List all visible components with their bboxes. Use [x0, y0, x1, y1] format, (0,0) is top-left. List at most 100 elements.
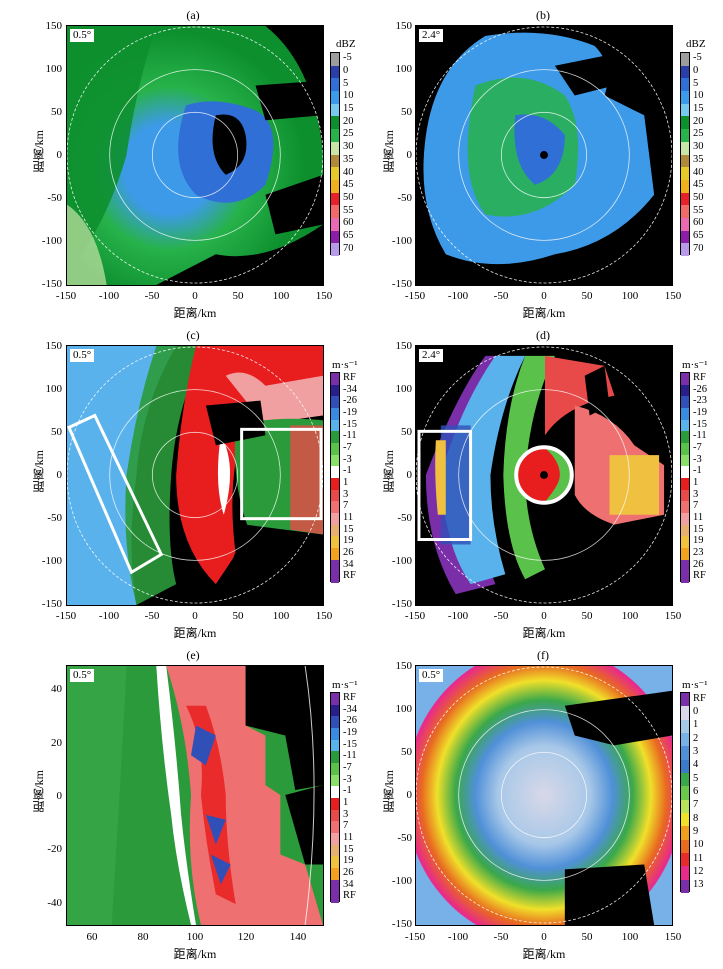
colorbar-label: 65 [343, 229, 354, 241]
ytick: 50 [51, 426, 62, 438]
panel-c-title: (c) [186, 328, 200, 342]
xtick: -50 [493, 610, 509, 622]
ytick: 50 [401, 746, 412, 758]
colorbar-label: -15 [343, 738, 357, 750]
colorbar-label: 25 [343, 128, 354, 140]
xtick: -100 [98, 290, 120, 302]
colorbar-label: -15 [343, 418, 357, 430]
colorbar-label: 26 [343, 866, 354, 878]
colorbar-label: 0 [693, 65, 699, 77]
colorbar-swatch [681, 879, 689, 893]
colorbar-label: -5 [343, 52, 352, 64]
colorbar-label: 8 [693, 812, 699, 824]
xtick: 150 [664, 931, 682, 943]
colorbar-swatch [331, 762, 339, 775]
colorbar-label: 34 [343, 878, 354, 890]
colorbar-swatch [331, 891, 339, 903]
xtick: 150 [315, 290, 333, 302]
colorbar-label: -19 [343, 726, 357, 738]
colorbar-label: 1 [693, 476, 699, 488]
colorbar-label: RF [693, 570, 706, 582]
colorbar-label: -11 [343, 750, 357, 762]
colorbar-label: 26 [343, 546, 354, 558]
panel-b-title: (b) [536, 8, 550, 22]
xtick: -150 [404, 610, 426, 622]
panel-d-velocity-ppi: 2.4° [415, 345, 673, 606]
panel-a-title: (a) [186, 8, 200, 22]
panel-b-svg [416, 26, 672, 285]
colorbar-label: -15 [693, 418, 707, 430]
colorbar-label: -26 [343, 715, 357, 727]
colorbar-label: -34 [343, 383, 357, 395]
colorbar-swatch [681, 759, 689, 773]
ytick: 40 [51, 683, 62, 695]
colorbar-swatch [331, 179, 339, 193]
colorbar-swatch [681, 167, 689, 180]
ytick: 50 [401, 106, 412, 118]
xtick: 150 [664, 290, 682, 302]
xtick: 100 [272, 290, 290, 302]
xtick: -150 [404, 931, 426, 943]
ytick: -100 [41, 235, 62, 247]
colorbar-swatch [681, 431, 689, 443]
colorbar-label: -19 [693, 406, 707, 418]
panel-e-colorbar [330, 692, 340, 903]
colorbar-label: 15 [343, 843, 354, 855]
xtick: -50 [144, 610, 160, 622]
ytick: 150 [395, 340, 413, 352]
colorbar-swatch [681, 547, 689, 560]
colorbar-label: 5 [343, 77, 349, 89]
xtick: 60 [86, 931, 98, 943]
colorbar-swatch [681, 826, 689, 840]
colorbar-label: 20 [343, 115, 354, 127]
colorbar-swatch [331, 192, 339, 206]
colorbar-label: 19 [343, 535, 354, 547]
xtick: 0 [192, 610, 198, 622]
colorbar-label: 6 [693, 786, 699, 797]
colorbar-label: 2 [693, 732, 699, 744]
colorbar-swatch [681, 706, 689, 720]
xtick: 140 [289, 931, 307, 943]
colorbar-swatch [681, 116, 689, 130]
colorbar-swatch [681, 466, 689, 478]
colorbar-swatch [681, 693, 689, 707]
xtick: 150 [664, 610, 682, 622]
colorbar-label: -23 [693, 395, 707, 407]
ytick: -150 [391, 918, 412, 930]
colorbar-swatch [331, 751, 339, 763]
colorbar-swatch [331, 879, 339, 892]
colorbar-label: 3 [693, 746, 699, 757]
colorbar-label: 3 [693, 488, 699, 500]
colorbar-label: -1 [343, 785, 352, 797]
ytick: -100 [41, 555, 62, 567]
colorbar-label: 19 [343, 855, 354, 867]
colorbar-swatch [681, 217, 689, 231]
xtick: -50 [144, 290, 160, 302]
colorbar-swatch [331, 704, 339, 717]
ytick: -50 [397, 512, 412, 524]
panel-b-colorbar-unit: dBZ [686, 38, 706, 50]
panel-a-elevation: 0.5° [70, 29, 95, 42]
colorbar-swatch [331, 727, 339, 740]
colorbar-label: RF [343, 570, 356, 582]
colorbar-swatch [681, 205, 689, 218]
colorbar-swatch [681, 786, 689, 800]
xtick: 100 [621, 290, 639, 302]
panel-e-xlabel: 距离/km [173, 947, 217, 961]
colorbar-label: 70 [343, 242, 354, 254]
colorbar-swatch [331, 797, 339, 810]
xtick: 100 [186, 931, 204, 943]
colorbar-swatch [331, 832, 339, 845]
colorbar-label: 3 [343, 808, 349, 820]
colorbar-label: 15 [693, 523, 704, 535]
panel-f-spectrum-width-ppi: 0.5° [415, 665, 673, 926]
ytick: 0 [56, 149, 63, 161]
colorbar-swatch [331, 65, 339, 79]
xtick: -100 [447, 610, 469, 622]
colorbar-swatch [331, 786, 339, 798]
colorbar-swatch [331, 431, 339, 443]
panel-b-xlabel: 距离/km [522, 306, 566, 320]
panel-a-colorbar [330, 52, 340, 256]
colorbar-swatch [331, 477, 339, 490]
ytick: -50 [47, 512, 62, 524]
